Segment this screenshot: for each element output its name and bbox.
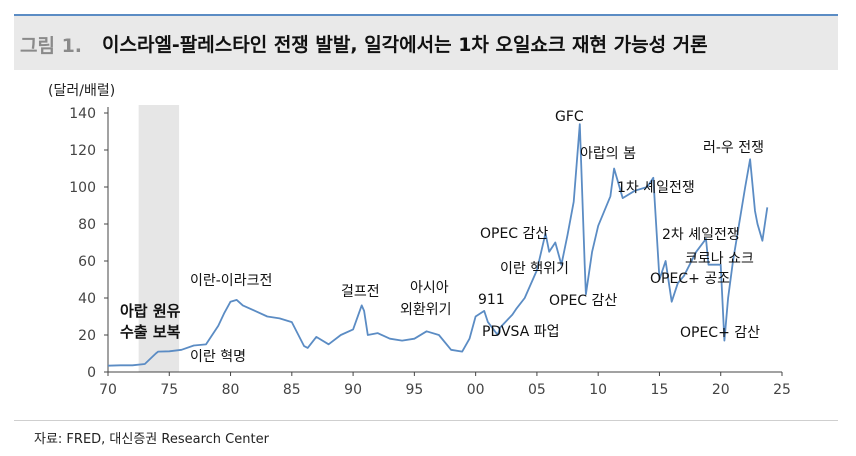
y-tick-label: 80 (78, 217, 96, 233)
x-tick-label: 80 (222, 382, 240, 398)
event-annotation: 이란 혁명 (190, 349, 246, 365)
figure-number: 그림 1. (20, 35, 83, 57)
x-tick-label: 15 (651, 382, 669, 398)
x-tick-label: 90 (344, 382, 362, 398)
figure-title: 이스라엘-팔레스타인 전쟁 발발, 일각에서는 1차 오일쇼크 재현 가능성 거… (102, 34, 708, 56)
x-tick-label: 95 (405, 382, 423, 398)
header-top-rule (14, 14, 838, 16)
y-tick-label: 20 (78, 328, 96, 344)
event-annotation: 코로나 쇼크 (685, 251, 754, 267)
oil-price-series-line (107, 123, 769, 367)
x-tick-label: 05 (528, 382, 546, 398)
tick-labels: 0 20 40 60 80 100 120 140 70 75 80 85 90 95 00 05 10 15 20… (69, 106, 791, 398)
event-annotation: 외환위기 (400, 302, 452, 318)
event-annotation: 걸프전 (341, 284, 380, 300)
event-annotation: 이란-이라크전 (190, 273, 272, 289)
event-annotation: 아시아 (410, 280, 449, 296)
embargo-period-shade (138, 105, 180, 372)
x-tick-label: 20 (712, 382, 730, 398)
x-tick-label: 85 (283, 382, 301, 398)
event-annotation: 1차 셰일전쟁 (617, 180, 695, 196)
y-tick-label: 0 (87, 365, 96, 381)
source-note: 자료: FRED, 대신증권 Research Center (34, 432, 269, 447)
y-tick-label: 140 (69, 106, 96, 122)
event-annotation: 아랍의 봄 (580, 146, 636, 162)
y-tick-label: 60 (78, 254, 96, 270)
event-annotation: 이란 핵위기 (500, 261, 569, 277)
event-annotation: 러-우 전쟁 (703, 140, 764, 156)
x-tick-label: 75 (160, 382, 178, 398)
figure-header (14, 16, 838, 70)
event-annotation: OPEC+ 공조 (650, 271, 730, 287)
x-tick-label: 10 (589, 382, 607, 398)
event-annotation: OPEC 감산 (549, 293, 617, 309)
y-unit-label: (달러/배럴) (48, 83, 116, 99)
event-annotation: 2차 셰일전쟁 (662, 227, 740, 243)
x-tick-label: 00 (467, 382, 485, 398)
footer-rule (14, 420, 838, 421)
event-annotation: OPEC+ 감산 (680, 325, 760, 341)
y-tick-label: 100 (69, 180, 96, 196)
x-tick-label: 70 (99, 382, 117, 398)
event-annotation: PDVSA 파업 (482, 324, 560, 340)
event-annotation: 아랍 원유 (120, 302, 181, 320)
event-annotation: OPEC 감산 (480, 226, 548, 242)
x-tick-label: 25 (773, 382, 791, 398)
y-tick-label: 120 (69, 143, 96, 159)
event-annotation: 911 (478, 292, 505, 308)
chart-axes (104, 107, 783, 376)
event-annotation: 수출 보복 (120, 323, 181, 341)
y-tick-label: 40 (78, 291, 96, 307)
event-annotation: GFC (555, 109, 584, 125)
